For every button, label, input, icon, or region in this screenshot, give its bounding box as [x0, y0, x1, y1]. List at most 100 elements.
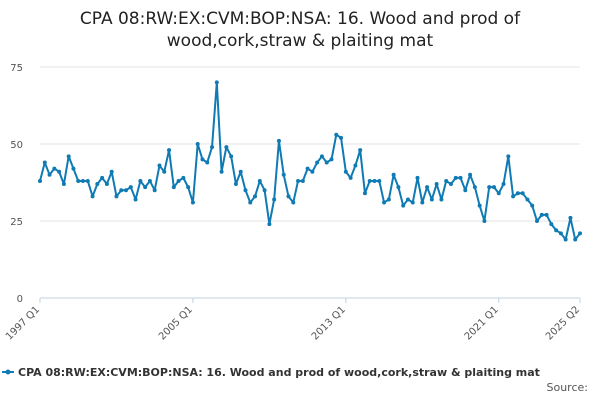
data-point[interactable]	[124, 188, 129, 193]
data-point[interactable]	[95, 182, 100, 187]
data-point[interactable]	[396, 185, 401, 190]
data-point[interactable]	[544, 212, 549, 217]
data-point[interactable]	[66, 154, 71, 159]
data-point[interactable]	[429, 197, 434, 202]
data-point[interactable]	[253, 194, 258, 199]
data-point[interactable]	[57, 169, 62, 174]
data-point[interactable]	[128, 185, 133, 190]
data-point[interactable]	[267, 222, 272, 227]
data-point[interactable]	[71, 166, 76, 171]
data-point[interactable]	[391, 172, 396, 177]
data-point[interactable]	[534, 219, 539, 223]
data-point[interactable]	[511, 194, 516, 199]
data-point[interactable]	[477, 203, 482, 208]
data-point[interactable]	[61, 182, 66, 187]
legend[interactable]: CPA 08:RW:EX:CVM:BOP:NSA: 16. Wood and p…	[2, 366, 540, 379]
data-point[interactable]	[286, 194, 291, 199]
data-point[interactable]	[372, 178, 377, 183]
data-point[interactable]	[81, 178, 86, 183]
data-point[interactable]	[468, 172, 473, 177]
data-point[interactable]	[334, 132, 339, 137]
data-point[interactable]	[420, 200, 425, 205]
data-point[interactable]	[85, 178, 90, 183]
data-point[interactable]	[157, 163, 162, 168]
data-point[interactable]	[487, 185, 492, 190]
data-point[interactable]	[339, 135, 344, 140]
data-point[interactable]	[568, 215, 573, 220]
data-point[interactable]	[214, 80, 219, 85]
data-point[interactable]	[319, 154, 324, 159]
data-point[interactable]	[501, 182, 506, 187]
data-point[interactable]	[147, 178, 152, 183]
data-point[interactable]	[434, 182, 439, 187]
data-point[interactable]	[491, 185, 496, 190]
data-point[interactable]	[272, 197, 277, 202]
data-point[interactable]	[143, 185, 148, 190]
data-point[interactable]	[573, 237, 578, 242]
data-point[interactable]	[554, 228, 559, 233]
data-point[interactable]	[362, 191, 367, 196]
data-point[interactable]	[329, 157, 334, 162]
data-point[interactable]	[90, 194, 95, 199]
data-point[interactable]	[296, 178, 301, 183]
data-point[interactable]	[343, 169, 348, 174]
data-point[interactable]	[119, 188, 124, 193]
data-point[interactable]	[276, 138, 281, 143]
data-point[interactable]	[444, 178, 449, 183]
data-point[interactable]	[42, 160, 47, 165]
data-point[interactable]	[539, 212, 544, 217]
data-point[interactable]	[549, 222, 554, 227]
data-point[interactable]	[152, 188, 157, 193]
data-point[interactable]	[162, 169, 167, 174]
data-point[interactable]	[472, 185, 477, 190]
data-point[interactable]	[305, 166, 310, 171]
data-point[interactable]	[439, 197, 444, 202]
data-point[interactable]	[382, 200, 387, 205]
data-point[interactable]	[525, 197, 530, 202]
data-point[interactable]	[401, 203, 406, 208]
data-point[interactable]	[520, 191, 525, 196]
data-point[interactable]	[205, 160, 210, 165]
data-point[interactable]	[100, 175, 105, 180]
data-point[interactable]	[52, 166, 57, 171]
data-point[interactable]	[386, 197, 391, 202]
data-point[interactable]	[167, 148, 172, 153]
data-point[interactable]	[482, 219, 487, 223]
data-point[interactable]	[248, 200, 253, 205]
data-point[interactable]	[104, 182, 109, 187]
data-point[interactable]	[38, 178, 42, 183]
data-point[interactable]	[496, 191, 501, 196]
data-point[interactable]	[358, 148, 363, 153]
data-point[interactable]	[210, 145, 215, 150]
data-point[interactable]	[315, 160, 320, 165]
data-point[interactable]	[348, 175, 353, 180]
data-point[interactable]	[190, 200, 195, 205]
data-point[interactable]	[171, 185, 176, 190]
data-point[interactable]	[238, 169, 243, 174]
data-point[interactable]	[281, 172, 286, 177]
data-point[interactable]	[377, 178, 382, 183]
data-point[interactable]	[257, 178, 262, 183]
data-point[interactable]	[176, 178, 181, 183]
data-point[interactable]	[405, 197, 410, 202]
data-point[interactable]	[530, 203, 535, 208]
data-point[interactable]	[310, 169, 315, 174]
data-point[interactable]	[109, 169, 114, 174]
data-point[interactable]	[133, 197, 138, 202]
data-point[interactable]	[262, 188, 267, 193]
data-point[interactable]	[195, 142, 200, 146]
data-point[interactable]	[558, 231, 563, 236]
data-point[interactable]	[324, 160, 329, 165]
data-point[interactable]	[458, 175, 463, 180]
data-point[interactable]	[114, 194, 119, 199]
data-point[interactable]	[463, 188, 468, 193]
data-point[interactable]	[138, 178, 143, 183]
data-point[interactable]	[367, 178, 372, 183]
data-point[interactable]	[219, 169, 224, 174]
data-point[interactable]	[200, 157, 205, 162]
data-point[interactable]	[578, 231, 582, 236]
data-point[interactable]	[415, 175, 420, 180]
data-point[interactable]	[515, 191, 520, 196]
data-point[interactable]	[563, 237, 568, 242]
data-point[interactable]	[425, 185, 430, 190]
